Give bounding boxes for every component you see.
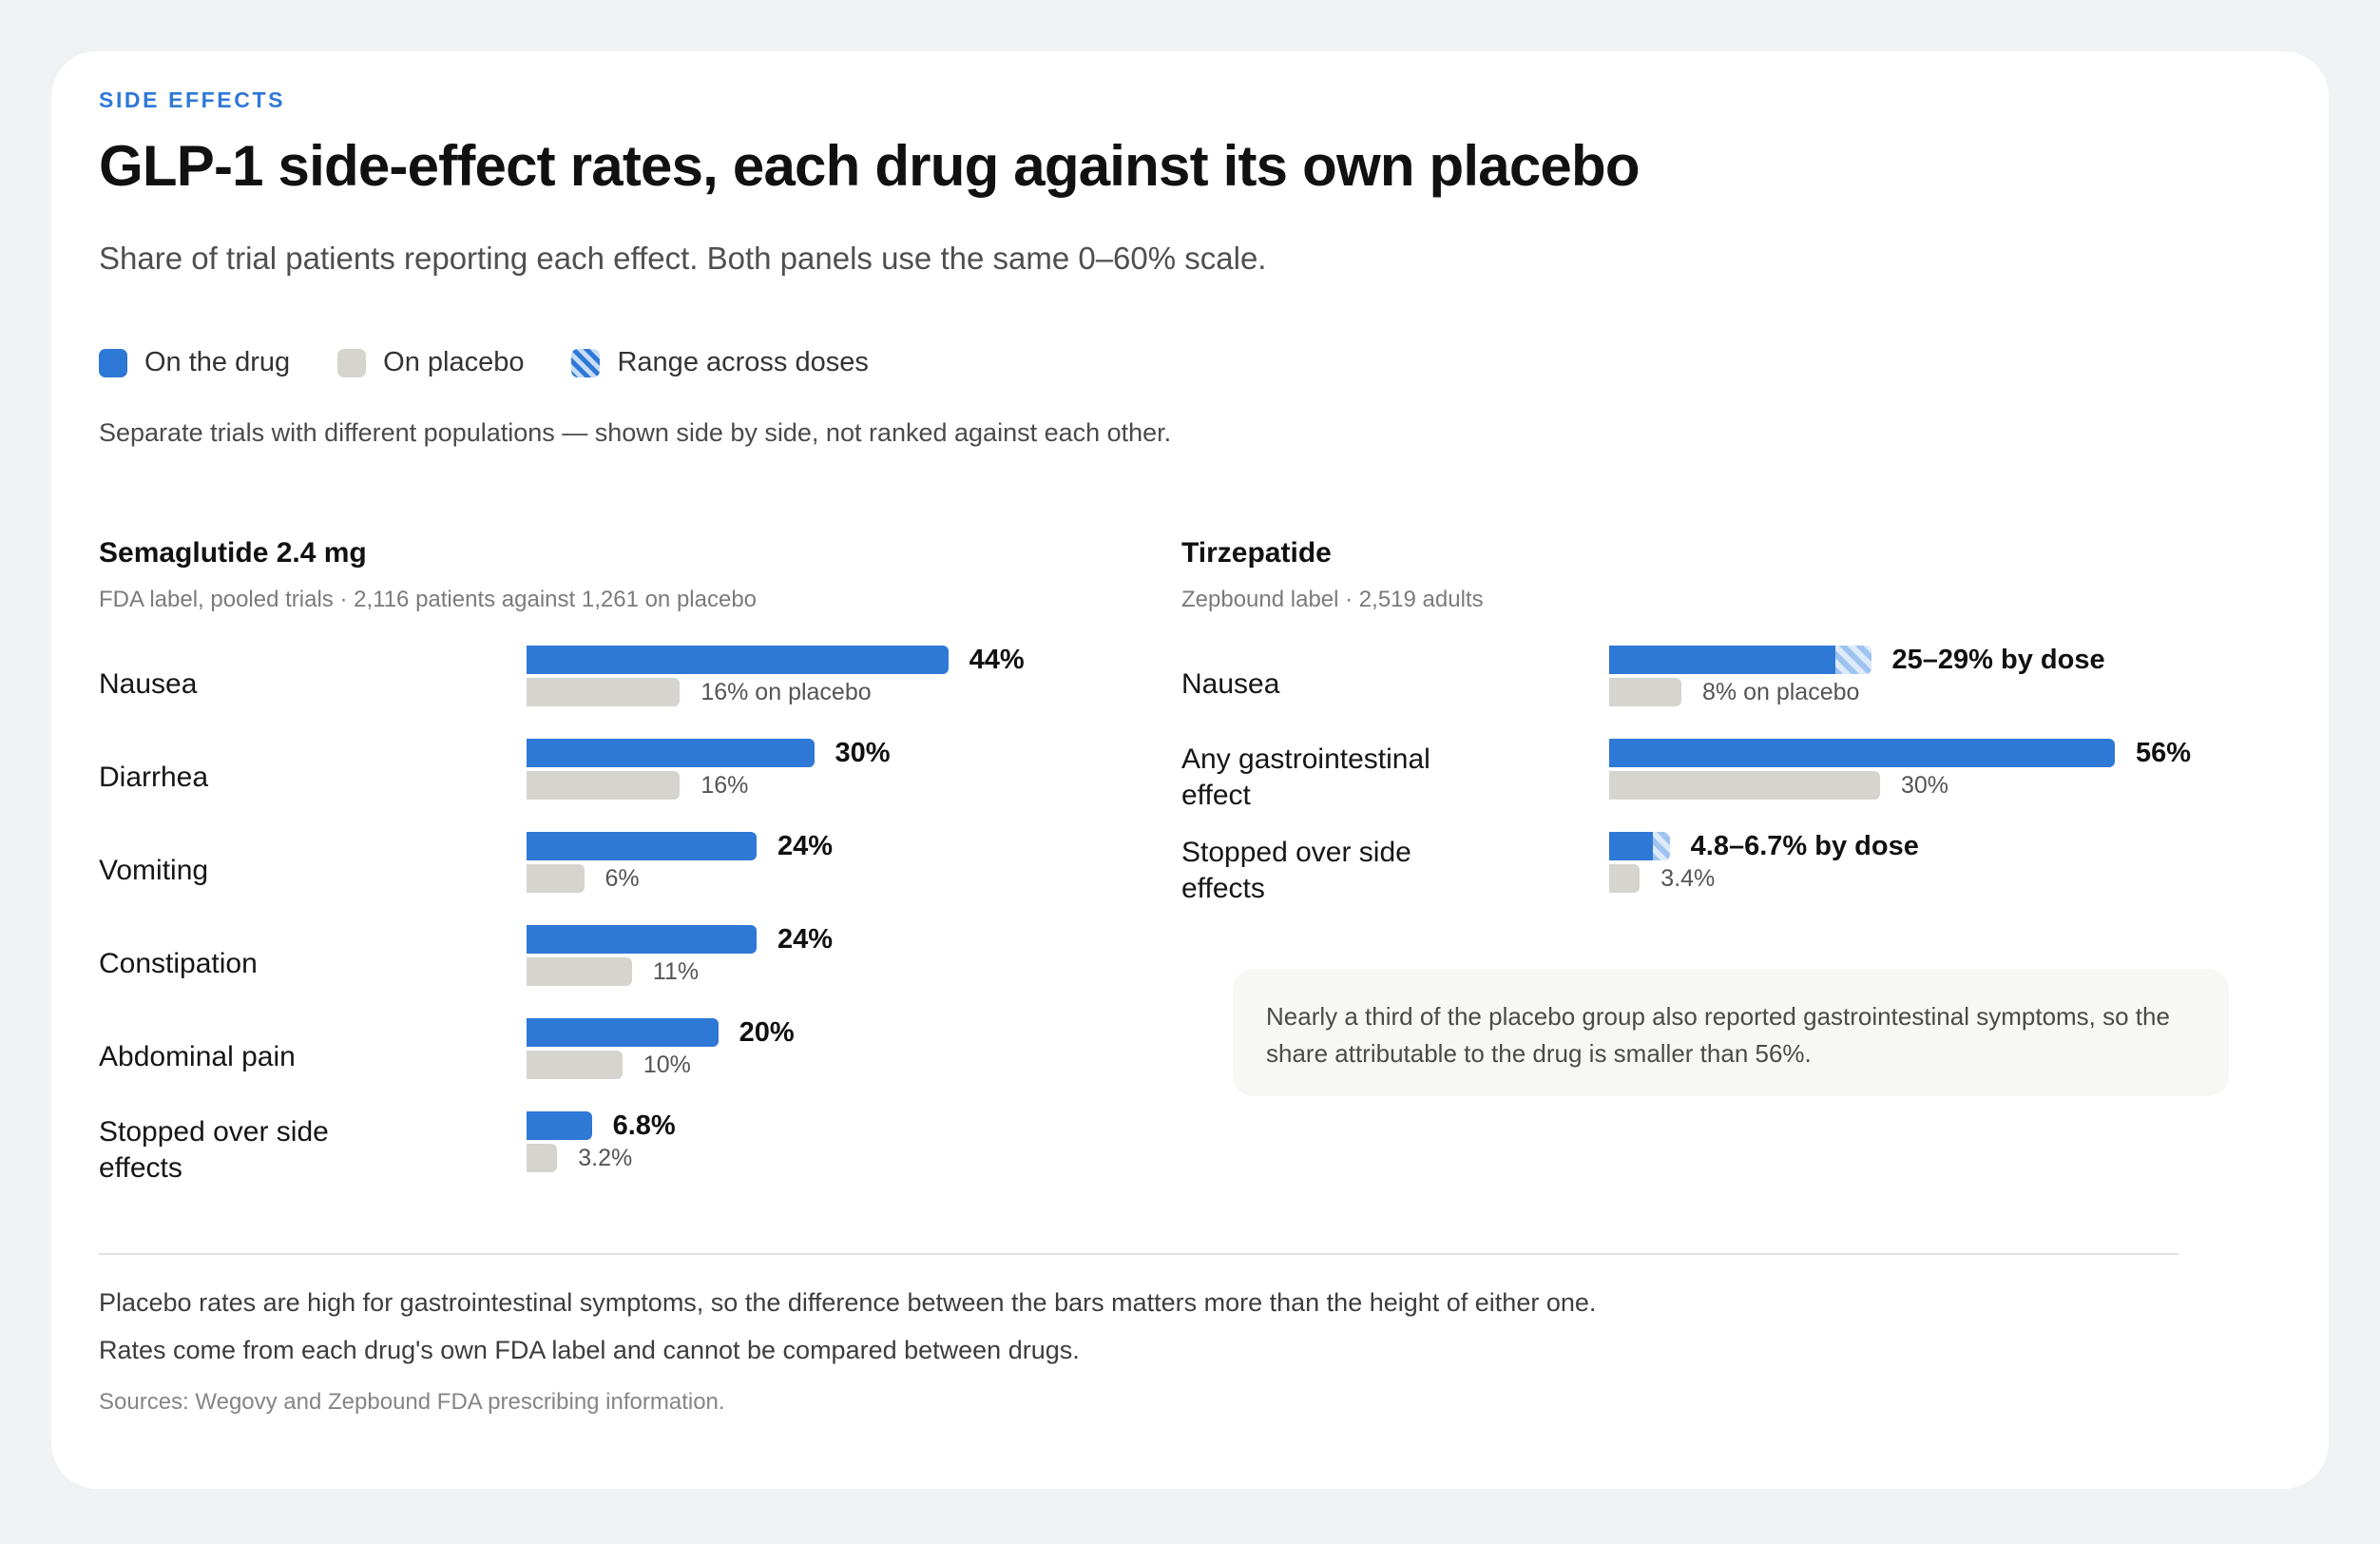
value-label-drug: 25–29% by dose xyxy=(1891,645,2105,675)
bar-drug xyxy=(527,832,757,860)
bar-row: Diarrhea 30% 16% xyxy=(99,735,1087,820)
callout-note: Nearly a third of the placebo group also… xyxy=(1233,969,2229,1096)
panel-title: Semaglutide 2.4 mg xyxy=(99,537,367,569)
bar-drug xyxy=(527,646,949,674)
value-label-placebo: 16% on placebo xyxy=(701,679,872,705)
bar-placebo xyxy=(527,1144,558,1172)
eyebrow: SIDE EFFECTS xyxy=(99,87,286,112)
bar-row: Stopped over side effects 4.8–6.7% by dos… xyxy=(1181,828,2227,914)
bar-drug xyxy=(527,1018,719,1047)
panel-subtitle: Zepbound label · 2,519 adults xyxy=(1181,587,1484,612)
value-label-placebo: 10% xyxy=(643,1052,691,1078)
legend-swatch-drug xyxy=(99,348,127,377)
legend-swatch-range xyxy=(571,348,601,377)
footnote: Rates come from each drug's own FDA labe… xyxy=(99,1336,1080,1364)
bar-drug xyxy=(527,739,815,767)
bar-placebo xyxy=(527,1051,623,1079)
panel-subtitle: FDA label, pooled trials · 2,116 patient… xyxy=(99,587,758,612)
bar-placebo xyxy=(1609,864,1641,893)
bar-drug xyxy=(527,1111,592,1140)
category-label: Nausea xyxy=(1181,668,1280,700)
bar-row: Nausea 25–29% by dose 8% on placebo xyxy=(1181,642,2227,727)
bar-placebo xyxy=(527,678,681,706)
legend-label-drug: On the drug xyxy=(144,347,291,377)
category-label: Stopped over side effects xyxy=(99,1116,329,1184)
legend-label-range: Range across doses xyxy=(617,347,869,377)
value-label-placebo: 3.4% xyxy=(1660,865,1716,892)
bar-placebo xyxy=(527,771,681,800)
category-label: Constipation xyxy=(99,948,258,979)
bar-placebo xyxy=(1609,771,1880,800)
value-label-drug: 30% xyxy=(835,738,891,768)
category-label: Abdominal pain xyxy=(99,1041,296,1072)
bar-drug xyxy=(527,925,757,954)
bar-row: Stopped over side effects 6.8% 3.2% xyxy=(99,1108,1087,1193)
bar-drug xyxy=(1609,832,1653,860)
category-label: Any gastrointestinal effect xyxy=(1181,743,1430,811)
bar-row: Constipation 24% 11% xyxy=(99,921,1087,1007)
legend-swatch-placebo xyxy=(337,348,367,377)
category-label: Nausea xyxy=(99,668,198,700)
value-label-placebo: 30% xyxy=(1901,772,1949,799)
value-label-placebo: 8% on placebo xyxy=(1702,679,1860,705)
sources: Sources: Wegovy and Zepbound FDA prescri… xyxy=(99,1389,725,1415)
value-label-drug: 20% xyxy=(739,1017,795,1048)
value-label-placebo: 6% xyxy=(605,865,640,892)
legend-label-placebo: On placebo xyxy=(383,347,525,377)
value-label-drug: 56% xyxy=(2136,738,2192,768)
bar-row: Any gastrointestinal effect 56% 30% xyxy=(1181,735,2227,820)
bar-drug xyxy=(1609,646,1835,674)
legend-item-drug: On the drug xyxy=(99,347,290,378)
value-label-drug: 44% xyxy=(969,645,1025,675)
chart-subtitle: Share of trial patients reporting each e… xyxy=(99,241,1267,276)
value-label-drug: 24% xyxy=(777,924,834,955)
bar-row: Nausea 44% 16% on placebo xyxy=(99,642,1087,727)
chart-title: GLP-1 side-effect rates, each drug again… xyxy=(99,134,1640,198)
value-label-drug: 4.8–6.7% by dose xyxy=(1690,831,1919,861)
legend: On the drug On placebo Range across dose… xyxy=(99,347,916,378)
value-label-placebo: 11% xyxy=(652,958,700,985)
bar-placebo xyxy=(527,864,585,893)
bar-dose-range xyxy=(1834,646,1871,674)
chart-card xyxy=(51,51,2329,1489)
bar-placebo xyxy=(1609,678,1681,706)
legend-item-placebo: On placebo xyxy=(337,347,524,378)
divider xyxy=(99,1253,2178,1255)
panel-title: Tirzepatide xyxy=(1181,537,1332,569)
bar-placebo xyxy=(527,957,632,986)
category-label: Vomiting xyxy=(99,855,209,886)
category-label: Diarrhea xyxy=(99,762,209,793)
category-label: Stopped over side effects xyxy=(1181,837,1411,904)
value-label-drug: 24% xyxy=(777,831,834,861)
footnote: Placebo rates are high for gastrointesti… xyxy=(99,1288,1597,1317)
bar-row: Abdominal pain 20% 10% xyxy=(99,1014,1087,1100)
value-label-drug: 6.8% xyxy=(612,1110,676,1141)
bar-row: Vomiting 24% 6% xyxy=(99,828,1087,914)
value-label-placebo: 3.2% xyxy=(578,1145,633,1171)
comparison-note: Separate trials with different populatio… xyxy=(99,418,1172,447)
bar-drug xyxy=(1609,739,2115,767)
value-label-placebo: 16% xyxy=(701,772,749,799)
legend-item-range: Range across doses xyxy=(571,347,869,378)
bar-dose-range xyxy=(1652,832,1670,860)
